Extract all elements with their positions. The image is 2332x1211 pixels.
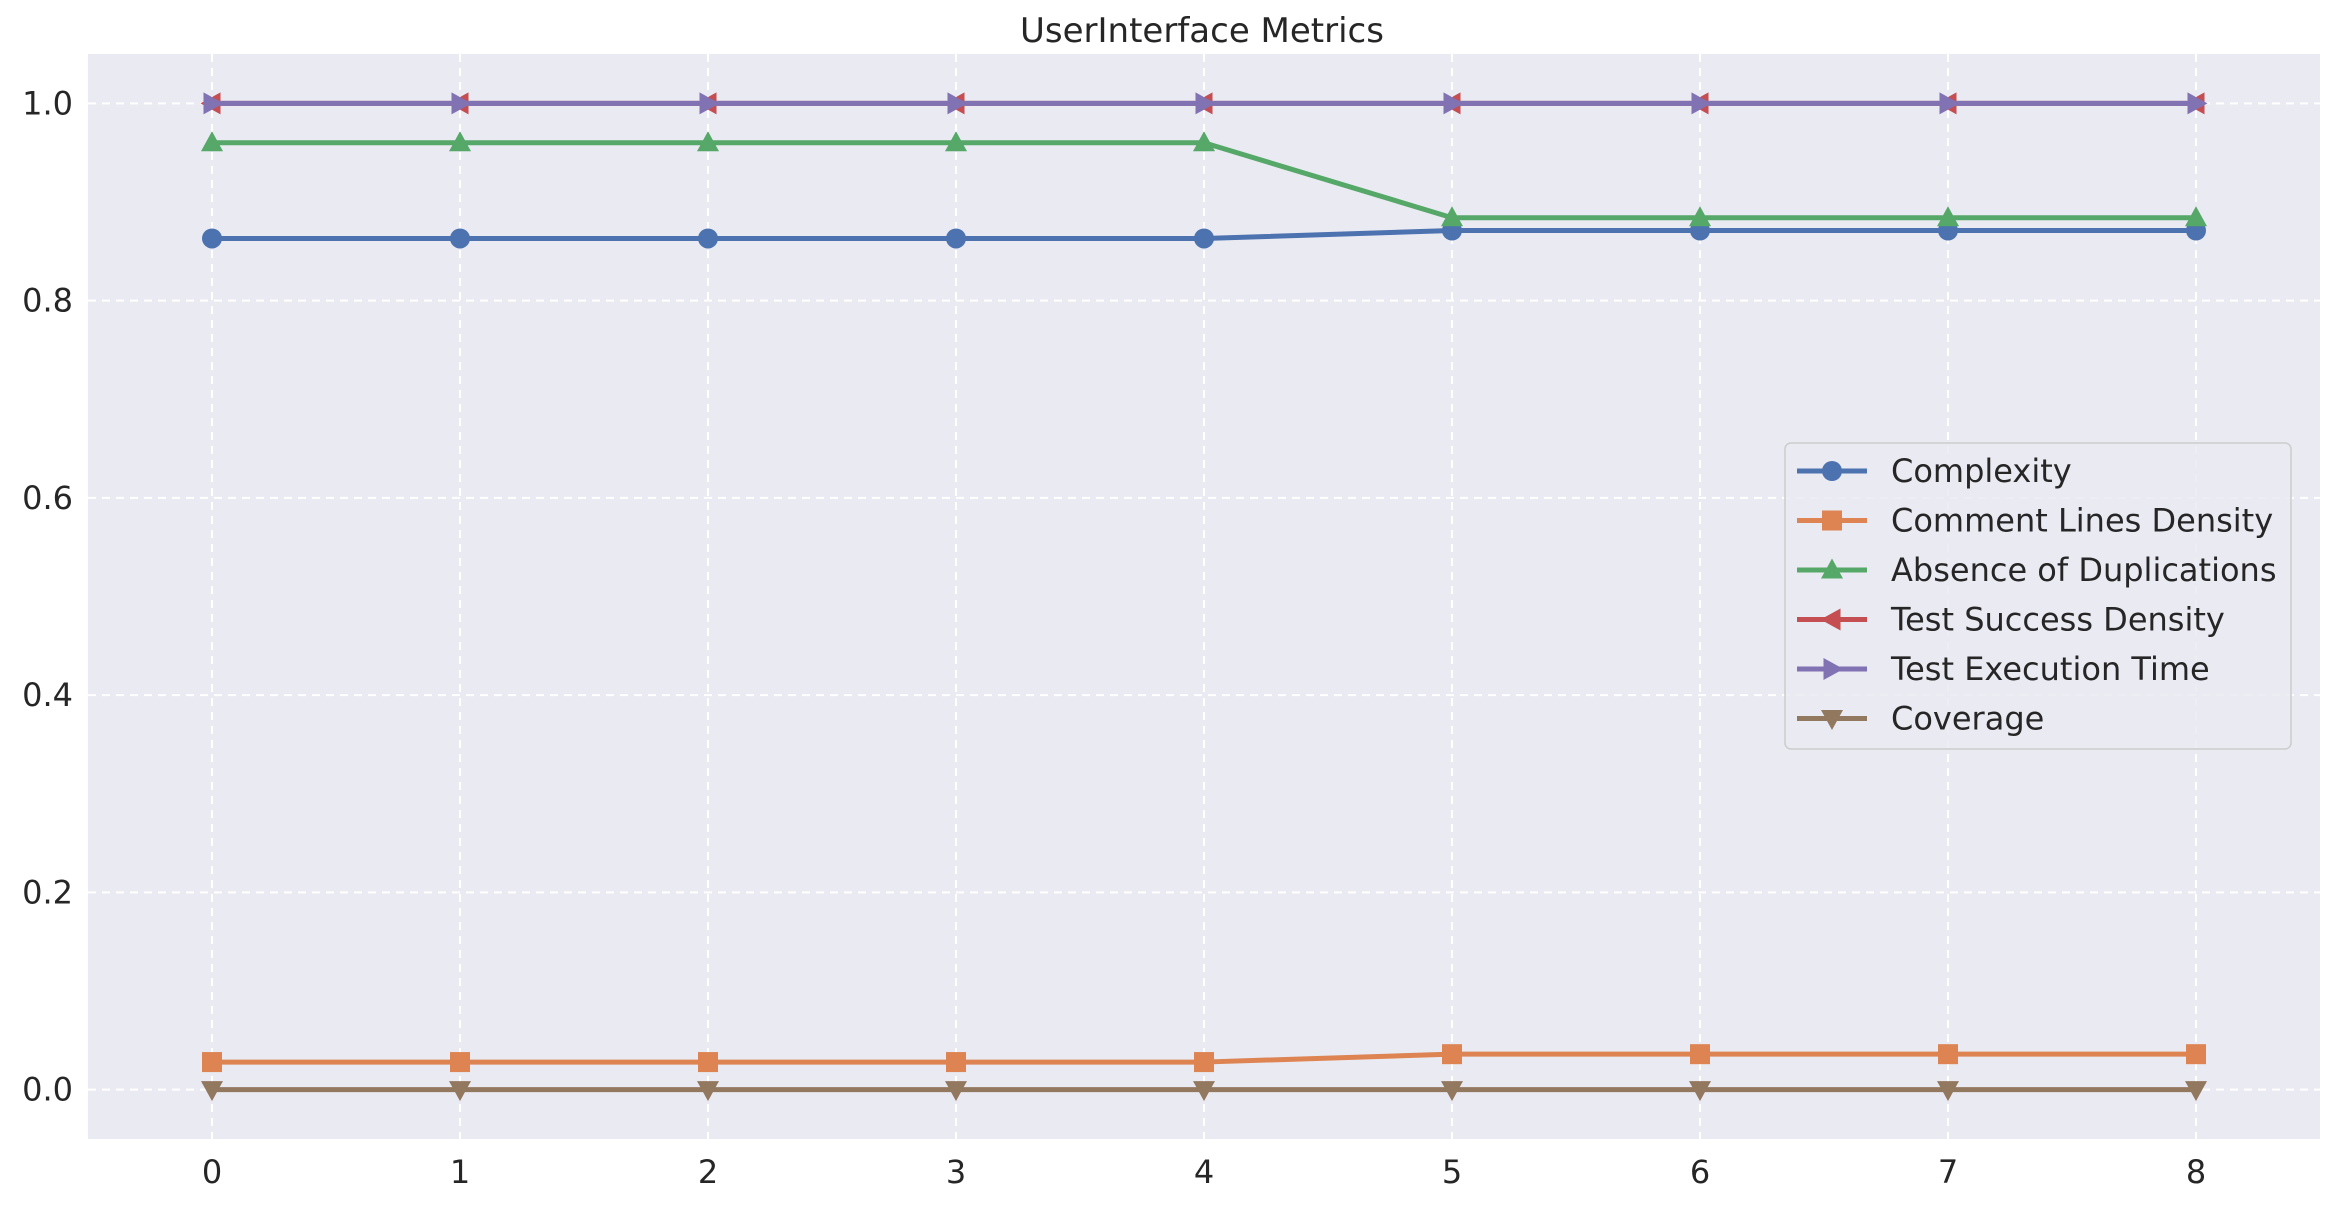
legend-label: Test Success Density	[1890, 601, 2225, 639]
data-point	[449, 131, 471, 152]
chart-title: UserInterface Metrics	[1020, 11, 1384, 51]
data-point	[1937, 1081, 1959, 1102]
series-test-execution-time	[203, 92, 2208, 115]
data-point	[697, 131, 719, 152]
series-coverage	[201, 1081, 2207, 1102]
legend-item: Coverage	[1797, 700, 2044, 738]
data-point	[2185, 1081, 2207, 1102]
data-point	[1195, 92, 1216, 115]
y-tick-label: 0.8	[22, 282, 73, 320]
data-point	[698, 1052, 718, 1073]
x-tick-label: 3	[946, 1153, 966, 1191]
legend-frame	[1784, 442, 2292, 750]
y-tick-label: 0.4	[22, 676, 73, 714]
data-point	[1193, 1081, 1215, 1102]
legend-item: Test Execution Time	[1797, 650, 2210, 688]
x-tick-label: 0	[202, 1153, 222, 1191]
data-point	[1441, 1081, 1463, 1102]
data-point	[1937, 206, 1959, 227]
data-point	[1689, 1081, 1711, 1102]
x-tick-label: 2	[698, 1153, 718, 1191]
legend-marker	[1822, 461, 1842, 481]
legend-marker	[1821, 558, 1843, 579]
legend-item: Complexity	[1797, 452, 2072, 490]
x-tick-label: 8	[2186, 1153, 2206, 1191]
y-tick-label: 0.2	[22, 873, 73, 911]
data-point	[450, 1052, 470, 1073]
legend-label: Coverage	[1891, 700, 2044, 738]
y-tick-label: 0.6	[22, 479, 73, 517]
x-tick-label: 1	[450, 1153, 470, 1191]
data-point	[1442, 1044, 1462, 1065]
data-point	[1689, 206, 1711, 227]
data-point	[1938, 1044, 1958, 1065]
legend-marker	[1820, 608, 1841, 631]
data-point	[1441, 206, 1463, 227]
data-point	[1939, 92, 1960, 115]
data-point	[2187, 92, 2208, 115]
y-tick-label: 0.0	[22, 1071, 73, 1109]
legend-marker	[1822, 510, 1842, 531]
data-point	[1193, 131, 1215, 152]
tick-labels: 0 1 2 3 4 5 6 7 8 0.0 0.2 0.4 0.6 0.8 1.0	[22, 84, 2206, 1191]
x-tick-label: 5	[1442, 1153, 1462, 1191]
data-point	[698, 228, 718, 249]
data-point	[201, 1081, 223, 1102]
data-point	[2186, 1044, 2206, 1065]
legend-label: Comment Lines Density	[1891, 502, 2273, 540]
x-tick-label: 7	[1938, 1153, 1958, 1191]
data-point	[451, 92, 472, 115]
data-point	[203, 92, 224, 115]
legend-item: Absence of Duplications	[1797, 551, 2277, 589]
series-comment-lines-density	[202, 1044, 2206, 1073]
data-point	[201, 131, 223, 152]
data-point	[947, 92, 968, 115]
legend-item: Test Success Density	[1797, 601, 2225, 639]
data-point	[945, 131, 967, 152]
data-point	[697, 1081, 719, 1102]
legend-item: Comment Lines Density	[1797, 502, 2273, 540]
legend-marker	[1821, 710, 1843, 730]
legend-label: Test Execution Time	[1890, 650, 2210, 688]
data-point	[1691, 92, 1712, 115]
data-point	[450, 228, 470, 249]
data-point	[1443, 92, 1464, 115]
data-point	[1690, 1044, 1710, 1065]
legend-marker	[1823, 658, 1844, 680]
data-point	[449, 1081, 471, 1102]
data-point	[202, 1052, 222, 1073]
data-point	[1194, 228, 1214, 249]
legend-label: Absence of Duplications	[1891, 551, 2277, 589]
data-point	[1194, 1052, 1214, 1073]
legend-label: Complexity	[1891, 452, 2072, 490]
data-point	[202, 228, 222, 249]
y-tick-label: 1.0	[22, 84, 73, 122]
data-point	[2185, 206, 2207, 227]
data-point	[946, 228, 966, 249]
data-point	[699, 92, 720, 115]
data-point	[945, 1081, 967, 1102]
legend: Complexity Comment Lines Density Absence o…	[1784, 442, 2292, 750]
x-tick-label: 4	[1194, 1153, 1214, 1191]
x-tick-label: 6	[1690, 1153, 1710, 1191]
data-point	[946, 1052, 966, 1073]
series-absence-of-duplications	[201, 131, 2207, 227]
